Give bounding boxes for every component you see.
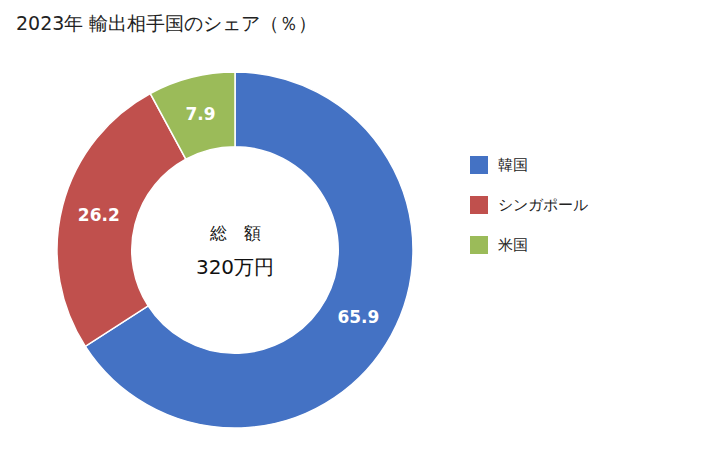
slices [57, 72, 413, 428]
slice [150, 72, 235, 159]
chart-container: 2023年 輸出相手国のシェア（％） 65.9 26.2 7.9 総 額 320万円 韓国シ… [0, 0, 728, 450]
legend-label: 韓国 [498, 156, 528, 174]
data-label: 7.9 [185, 104, 215, 124]
data-label: 26.2 [78, 205, 120, 225]
center-label: 320万円 [196, 255, 274, 279]
center-label: 総 額 [209, 223, 261, 243]
data-label: 65.9 [337, 307, 379, 327]
chart-svg: 2023年 輸出相手国のシェア（％） 65.9 26.2 7.9 総 額 320万円 韓国シ… [0, 0, 728, 450]
legend-label: 米国 [498, 236, 528, 254]
legend-label: シンガポール [498, 196, 588, 214]
title: 2023年 輸出相手国のシェア（％） [16, 12, 317, 34]
legend-swatch [470, 236, 488, 254]
legend-swatch [470, 156, 488, 174]
legend: 韓国シンガポール米国 [470, 156, 588, 254]
legend-swatch [470, 196, 488, 214]
slice [57, 93, 186, 346]
data-labels: 65.9 26.2 7.9 [78, 104, 380, 328]
